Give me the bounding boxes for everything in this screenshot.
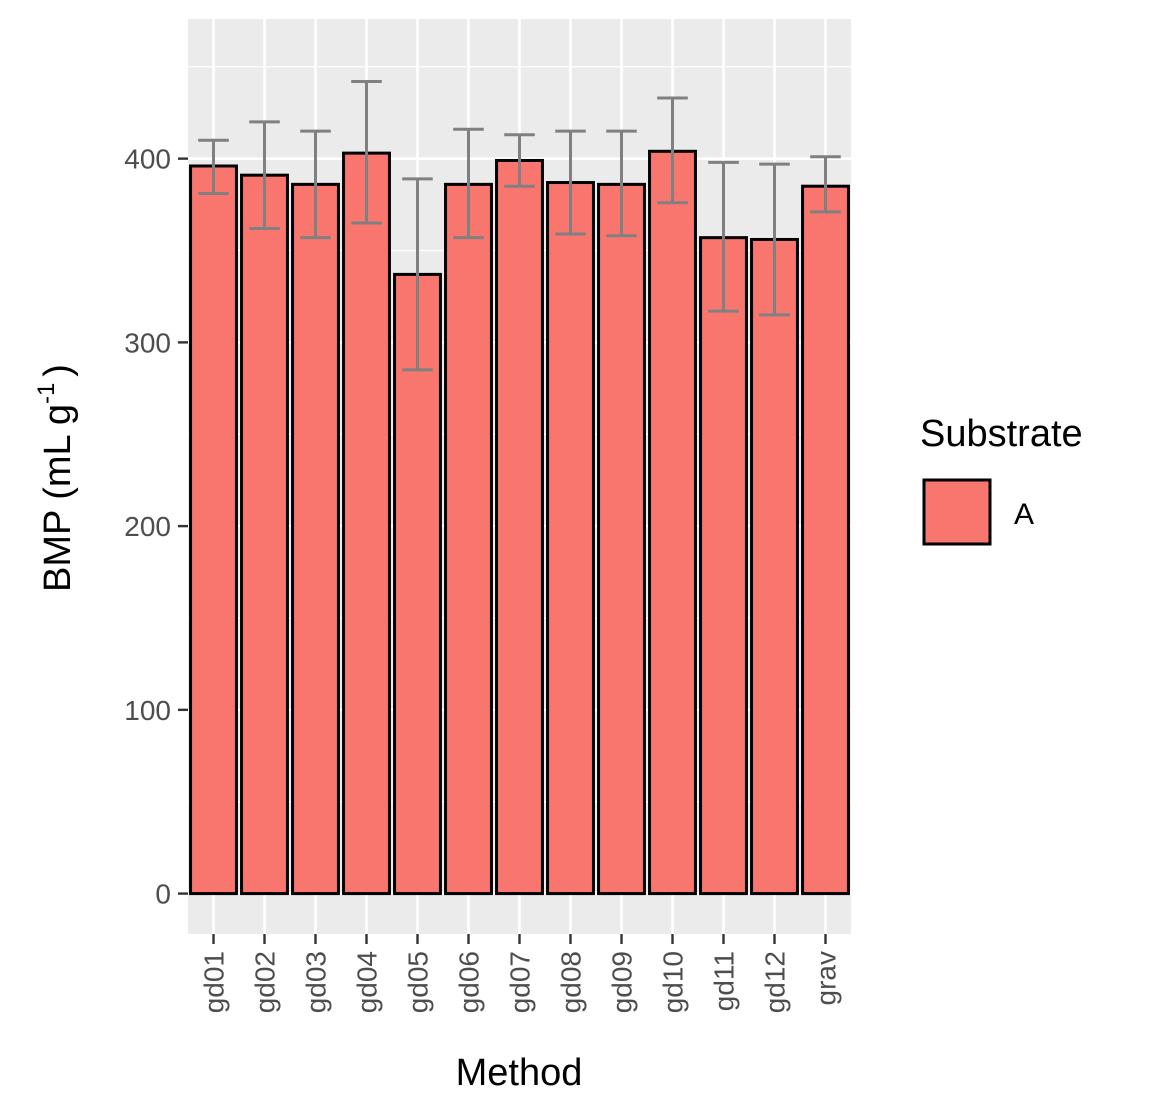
y-axis-title: BMP (mL g-1) bbox=[33, 364, 79, 592]
error-bar-gd03 bbox=[300, 129, 331, 240]
error-bar-gd08 bbox=[555, 129, 586, 236]
x-tick-label-gd09: gd09 bbox=[607, 951, 638, 1013]
error-bar-gd04 bbox=[351, 79, 382, 225]
y-tick-label: 300 bbox=[124, 327, 171, 358]
error-bar-gd01 bbox=[198, 138, 229, 196]
bar-gd09 bbox=[597, 182, 646, 896]
legend-title: Substrate bbox=[920, 413, 1083, 455]
bar-gd08 bbox=[546, 181, 595, 896]
y-axis: 0 100 200 300 400 bbox=[124, 144, 188, 910]
error-bar-gd02 bbox=[249, 120, 280, 230]
bar-gd12 bbox=[750, 237, 799, 896]
x-tick-label-gd01: gd01 bbox=[199, 951, 230, 1013]
bar-gd03 bbox=[291, 182, 340, 896]
x-tick-label-gd07: gd07 bbox=[505, 951, 536, 1013]
x-tick-label-gd03: gd03 bbox=[301, 951, 332, 1013]
x-tick-label-gd06: gd06 bbox=[454, 951, 485, 1013]
x-tick-label-gd04: gd04 bbox=[352, 951, 383, 1013]
x-tick-label-gd05: gd05 bbox=[403, 951, 434, 1013]
x-tick-label-gd08: gd08 bbox=[556, 951, 587, 1013]
x-tick-label-gd02: gd02 bbox=[250, 951, 281, 1013]
error-bars bbox=[198, 79, 841, 372]
error-bar-gd05 bbox=[402, 177, 433, 372]
bar-gd07 bbox=[495, 158, 544, 896]
bar-gd06 bbox=[444, 182, 493, 896]
x-axis: gd01 gd02 gd03 gd04 gd05 gd06 gd07 gd08 gd09 gd10… bbox=[199, 934, 842, 1013]
error-bar-gd11 bbox=[708, 160, 739, 313]
error-bar-gd10 bbox=[657, 96, 688, 205]
bar-gd11 bbox=[699, 236, 748, 896]
legend-key-a bbox=[922, 478, 992, 546]
error-bar-gd09 bbox=[606, 129, 637, 238]
bar-gd01 bbox=[189, 164, 238, 896]
y-axis-title-close: ) bbox=[37, 364, 79, 377]
error-bar-grav bbox=[810, 155, 841, 214]
x-tick-label-gd11: gd11 bbox=[709, 951, 740, 1011]
x-tick-label-grav: grav bbox=[811, 951, 842, 1005]
x-axis-title: Method bbox=[456, 1052, 583, 1094]
y-axis-title-main: BMP (mL g bbox=[37, 404, 79, 592]
bar-gd02 bbox=[240, 173, 289, 896]
y-tick-label: 0 bbox=[155, 879, 171, 910]
y-axis-title-superscript: -1 bbox=[33, 383, 60, 404]
bar-gd10 bbox=[648, 149, 697, 896]
error-bar-gd07 bbox=[504, 133, 535, 188]
x-tick-label-gd12: gd12 bbox=[760, 951, 791, 1013]
error-bar-gd06 bbox=[453, 127, 484, 240]
y-tick-label: 200 bbox=[124, 511, 171, 542]
bar-grav bbox=[801, 184, 850, 896]
bar-gd05 bbox=[393, 272, 442, 896]
error-bar-gd12 bbox=[759, 162, 790, 317]
legend-label-a: A bbox=[1014, 498, 1034, 531]
bar-gd04 bbox=[342, 151, 391, 896]
legend: Substrate A bbox=[920, 413, 1083, 546]
y-tick-label: 100 bbox=[124, 695, 171, 726]
x-tick-label-gd10: gd10 bbox=[658, 951, 689, 1013]
y-tick-label: 400 bbox=[124, 144, 171, 175]
svg-text:BMP (mL g-1): BMP (mL g-1) bbox=[33, 364, 79, 592]
